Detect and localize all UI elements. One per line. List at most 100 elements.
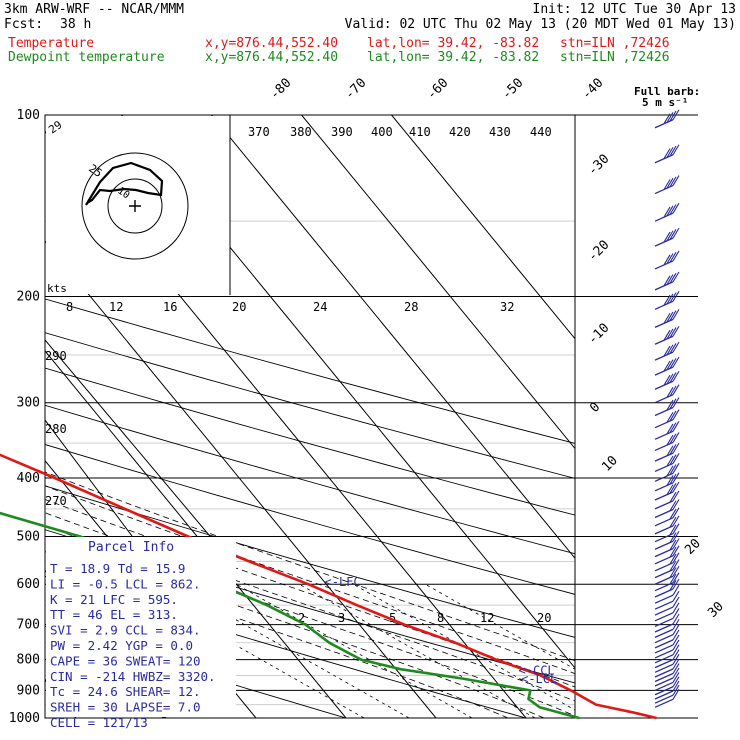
wind-barb-flag [669, 292, 677, 303]
wind-barb-flag [663, 360, 671, 372]
wind-barb-flag [672, 472, 680, 484]
wind-barb-flag [672, 565, 680, 577]
wind-barb-flag [666, 434, 674, 446]
parcel-info-row: PW = 2.42 YGP = 0.0 [50, 638, 193, 653]
wind-barb-flag [672, 634, 680, 646]
level-annotation: <-CCL [519, 663, 555, 677]
wind-barb-flag [672, 250, 680, 262]
wind-barb-flag [666, 293, 674, 305]
forecast-label: Fcst: [4, 17, 44, 32]
mixing-ratio-label: 2 [298, 611, 305, 625]
pressure-label: 400 [17, 471, 40, 486]
wind-barb-flag [672, 341, 680, 353]
wind-barb-flag [669, 145, 677, 157]
dry-adiabat-line [45, 332, 575, 479]
wind-barb-flag [672, 515, 680, 527]
wind-barb [654, 606, 674, 616]
hodograph-axis-label: kts [47, 282, 67, 295]
hodograph-corner-label: 29 [46, 118, 64, 136]
pressure-label: 100 [17, 108, 40, 123]
wind-barb-flag [672, 629, 680, 641]
wind-barb [654, 639, 674, 649]
wind-barb-flag [663, 275, 671, 287]
theta-label: 380 [290, 125, 312, 139]
wind-barb-flag [666, 484, 674, 495]
parcel-info-row: TT = 46 EL = 313. [50, 607, 178, 622]
temperature-tick-label: -10 [585, 321, 612, 348]
hodograph [46, 115, 231, 295]
parcel-info-row: CIN = -214 HWBZ= 3320. [50, 669, 216, 684]
parcel-info-row: Tc = 24.6 SHEAR= 12. [50, 684, 201, 699]
dewpoint-profile-line [0, 511, 580, 720]
mixing-ratio-line [425, 583, 575, 670]
theta-label: 390 [331, 125, 353, 139]
wind-barb [654, 394, 674, 404]
wind-barb-flag [666, 387, 674, 398]
wind-barb [654, 482, 674, 492]
isotherm-line [301, 115, 575, 450]
temperature-tick-label: -80 [267, 76, 294, 103]
wind-barb [654, 681, 674, 692]
hodo-diagonal-line [45, 339, 231, 561]
wind-barb-flag [672, 596, 680, 608]
wind-barb-flag [672, 590, 680, 602]
temperature-tick-label: 30 [705, 599, 727, 621]
wind-barb-flag [669, 358, 677, 369]
wind-barb-flag [672, 309, 680, 320]
wind-barb [654, 698, 674, 708]
wind-barb [654, 212, 674, 222]
wind-barb [654, 575, 674, 585]
wind-barb-flag [666, 205, 674, 217]
wind-barb-flag [672, 602, 680, 614]
mixing-ratio-label: 12 [480, 611, 494, 625]
wind-barb [654, 644, 674, 654]
wind-barb-flag [669, 491, 677, 503]
wind-barb [654, 634, 674, 644]
wind-barb [654, 406, 674, 417]
wind-barb-flag [666, 373, 674, 385]
parcel-info-row: CELL = 121/13 [50, 715, 148, 730]
wind-barb-flag [663, 231, 671, 243]
wind-barb [654, 380, 674, 390]
temperature-xy: x,y=876.44,552.40 [205, 36, 339, 51]
wind-barb-flag [666, 253, 674, 264]
parcel-info-row: SREH = 30 LAPSE= 7.0 [50, 700, 201, 715]
wind-barb-flag [672, 442, 680, 454]
wind-barb-flag [669, 422, 677, 433]
wind-barb-flag [672, 481, 680, 493]
wind-barb-flag [669, 539, 677, 551]
pressure-label: 500 [17, 529, 40, 544]
dewpoint-xy: x,y=876.44,552.40 [205, 50, 339, 65]
wind-barb-flag [666, 311, 674, 323]
wind-barb-flag [663, 329, 671, 341]
hodo-speed-label: 24 [313, 300, 327, 314]
wind-barb-flag [672, 291, 680, 302]
wind-barb-flag [669, 272, 677, 284]
wind-barb [654, 654, 674, 664]
hodo-speed-label: 28 [404, 300, 418, 314]
wind-barb [654, 588, 674, 598]
wind-barb-flag [663, 294, 671, 306]
pressure-label: 1000 [9, 711, 40, 726]
isotherm-line [211, 115, 575, 560]
wind-barb-flag [666, 423, 674, 435]
wind-barb-flag [663, 179, 671, 190]
mixing-ratio-line [299, 583, 536, 718]
wind-barb [654, 582, 674, 592]
wind-barb-flag [672, 572, 680, 583]
wind-barb-flag [672, 370, 680, 382]
wind-barb [654, 628, 674, 638]
wind-barb [654, 300, 674, 310]
wind-barb-flag [669, 372, 677, 383]
wind-barb [654, 677, 674, 687]
hodo-speed-label: 32 [500, 300, 514, 314]
wind-barb-flag [669, 204, 677, 215]
wind-barb [654, 281, 674, 291]
wind-barb-flag [669, 398, 677, 410]
wind-barb-flag [672, 545, 680, 557]
mixing-ratio-label: 5 [389, 611, 396, 625]
theta-label: 400 [371, 125, 393, 139]
wind-barb-flag [672, 499, 680, 510]
valid-time: Valid: 02 UTC Thu 02 May 13 (20 MDT Wed … [344, 17, 736, 32]
dry-adiabat-line [45, 444, 575, 595]
